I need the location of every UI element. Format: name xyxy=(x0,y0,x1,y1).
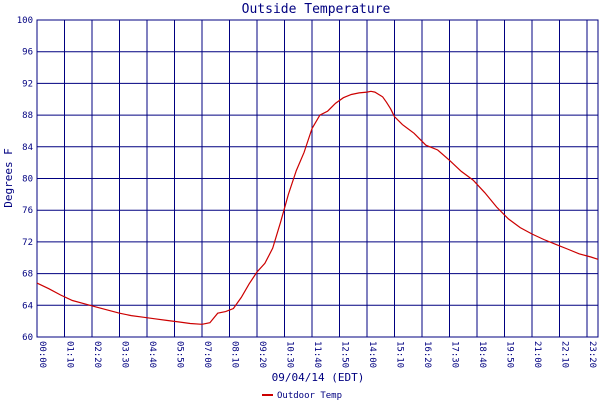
x-tick-label: 11:40 xyxy=(312,341,322,368)
plot-area-frame xyxy=(36,19,599,338)
x-tick-label: 12:50 xyxy=(340,341,350,368)
y-tick-label: 64 xyxy=(22,301,33,311)
x-tick-label: 04:40 xyxy=(147,341,157,368)
chart-title: Outside Temperature xyxy=(242,2,391,17)
x-axis-label: 09/04/14 (EDT) xyxy=(272,371,365,384)
x-tick-label: 18:40 xyxy=(477,341,487,368)
x-tick-label: 15:10 xyxy=(395,341,405,368)
x-tick-label: 09:20 xyxy=(257,341,267,368)
x-tick-label: 00:00 xyxy=(37,341,47,368)
y-tick-label: 80 xyxy=(22,175,33,185)
y-tick-label: 88 xyxy=(22,111,33,121)
legend: Outdoor Temp xyxy=(262,391,342,400)
legend-label: Outdoor Temp xyxy=(277,391,342,400)
x-tick-label: 23:48 xyxy=(598,341,600,368)
x-tick-label: 19:50 xyxy=(505,341,515,368)
x-tick-label: 23:20 xyxy=(587,341,597,368)
x-tick-label: 17:30 xyxy=(450,341,460,368)
y-axis-ticks: 60 64 68 72 76 80 84 88 92 96 100 xyxy=(17,16,33,343)
x-tick-label: 02:20 xyxy=(92,341,102,368)
y-tick-label: 68 xyxy=(22,270,33,280)
x-tick-label: 16:20 xyxy=(422,341,432,368)
x-tick-label: 21:00 xyxy=(532,341,542,368)
outdoor-temp-line xyxy=(36,90,599,325)
y-tick-label: 84 xyxy=(22,143,33,153)
y-tick-label: 76 xyxy=(22,206,33,216)
y-tick-label: 92 xyxy=(22,79,33,89)
x-axis-ticks: 00:00 01:10 02:20 03:30 04:40 05:50 07:00 08:10… xyxy=(37,341,600,368)
x-tick-label: 05:50 xyxy=(175,341,185,368)
x-tick-label: 08:10 xyxy=(230,341,240,368)
y-tick-label: 100 xyxy=(17,16,33,26)
x-tick-label: 01:10 xyxy=(65,341,75,368)
y-tick-label: 60 xyxy=(22,333,33,343)
x-tick-label: 22:10 xyxy=(560,341,570,368)
x-tick-label: 14:00 xyxy=(367,341,377,368)
y-tick-label: 96 xyxy=(22,48,33,58)
x-tick-label: 10:30 xyxy=(285,341,295,368)
y-tick-label: 72 xyxy=(22,238,33,248)
y-axis-label: Degrees F xyxy=(2,148,15,208)
x-tick-label: 07:00 xyxy=(202,341,212,368)
x-tick-label: 03:30 xyxy=(120,341,130,368)
